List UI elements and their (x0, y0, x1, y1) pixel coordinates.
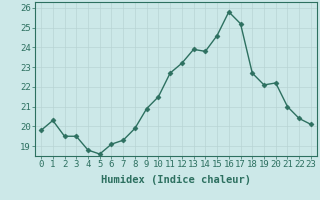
X-axis label: Humidex (Indice chaleur): Humidex (Indice chaleur) (101, 175, 251, 185)
